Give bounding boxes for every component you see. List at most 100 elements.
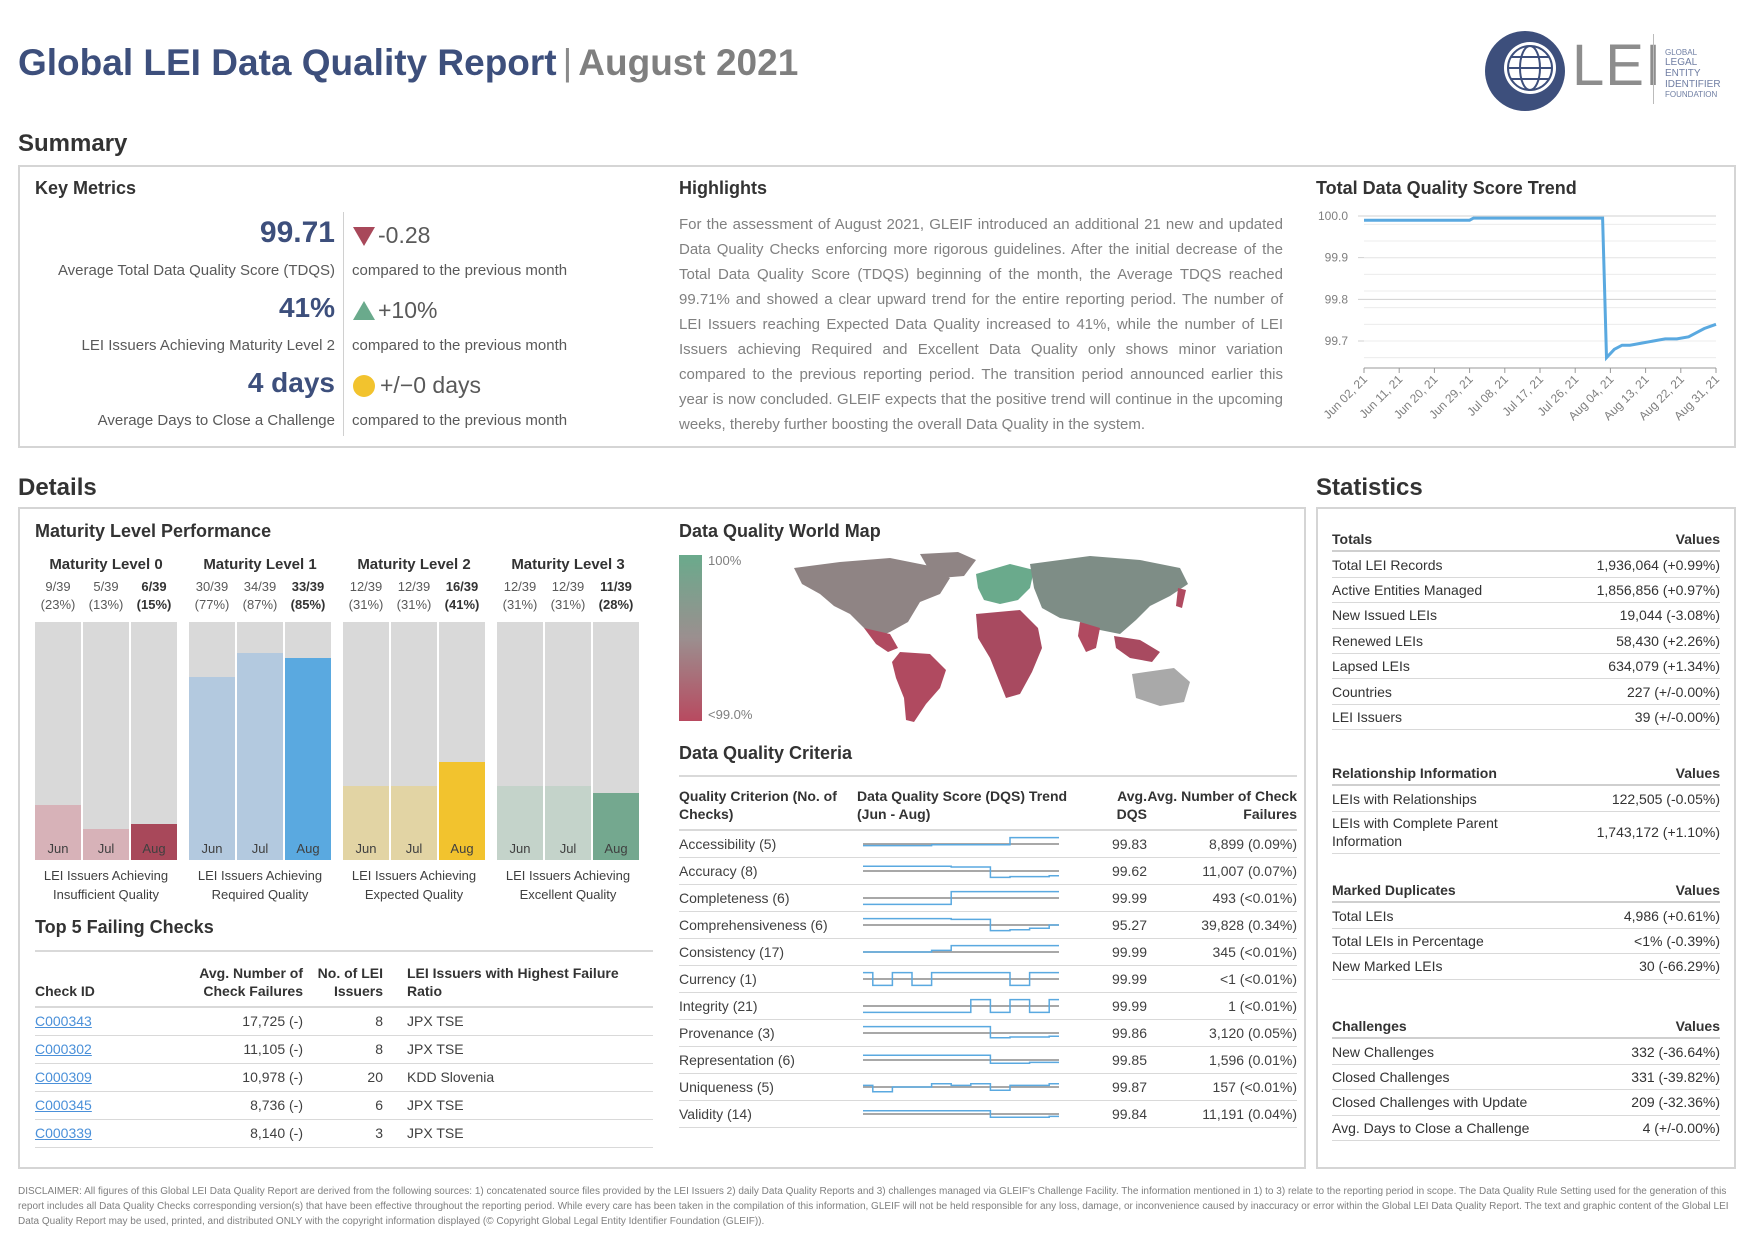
- stats-label: Total LEI Records: [1332, 556, 1443, 573]
- maturity-bar-fill: [189, 676, 235, 860]
- avg-failures-cell: 8,736 (-): [185, 1091, 303, 1120]
- stats-label: Total LEIs in Percentage: [1332, 932, 1484, 949]
- stats-values-label: Values: [1675, 764, 1720, 781]
- maturity-fraction: 33/39 (85%): [285, 578, 331, 614]
- check-id-link[interactable]: C000345: [35, 1097, 92, 1113]
- stats-group-title: Marked Duplicates: [1332, 881, 1456, 898]
- criteria-row: Validity (14) 99.84 11,191 (0.04%): [679, 1100, 1297, 1128]
- avg-failures-cell: 11,105 (-): [185, 1035, 303, 1064]
- logo-line: LEGAL: [1665, 57, 1698, 68]
- days-label: Average Days to Close a Challenge: [97, 412, 335, 429]
- maturity-delta-value: +10%: [378, 297, 438, 323]
- maturity-month-label: Jun: [201, 841, 223, 856]
- dqs-sparkline: [863, 1082, 1059, 1093]
- summary-panel: [18, 165, 1736, 448]
- maturity-bar-fill: [131, 824, 177, 860]
- stats-label: New Marked LEIs: [1332, 958, 1443, 975]
- maturity-month-label: Aug: [142, 841, 166, 856]
- avg-dqs-cell: 99.84: [1089, 1100, 1147, 1128]
- maturity-fraction-pct: (31%): [550, 597, 586, 612]
- caption-line: LEI Issuers Achieving: [43, 868, 169, 883]
- down-triangle-icon: [353, 226, 375, 246]
- maturity-month-label: Aug: [604, 841, 628, 856]
- maturity-level-caption: LEI Issuers Achieving Insufficient Qualit…: [35, 866, 177, 904]
- criterion-name-cell: Representation (6): [679, 1046, 857, 1074]
- map-north-america: [794, 558, 950, 638]
- num-issuers-cell: 8: [303, 1007, 383, 1036]
- maturity-fraction: 5/39 (13%): [83, 578, 129, 614]
- stats-label: New Challenges: [1332, 1043, 1434, 1060]
- stats-value: 39 (+/-0.00%): [1634, 708, 1720, 725]
- check-id-link[interactable]: C000343: [35, 1013, 92, 1030]
- maturity-fraction-count: 12/39: [397, 579, 431, 594]
- stats-row: New Marked LEIs 30 (-66.29%): [1332, 954, 1720, 980]
- maturity-fraction: 11/39 (28%): [593, 578, 639, 614]
- check-id-link[interactable]: C000302: [35, 1041, 92, 1057]
- circle-icon: [353, 374, 375, 397]
- caption-line: LEI Issuers Achieving: [197, 868, 323, 883]
- stats-value: 1,936,064 (+0.99%): [1596, 556, 1720, 573]
- logo-line: IDENTIFIER: [1665, 79, 1721, 90]
- maturity-compare: compared to the previous month: [352, 337, 568, 354]
- stats-row: Avg. Days to Close a Challenge 4 (+/-0.00…: [1332, 1116, 1720, 1141]
- maturity-fraction-count: 12/39: [349, 579, 383, 594]
- criteria-row: Representation (6) 99.85 1,596 (0.01%): [679, 1046, 1297, 1074]
- statistics-heading: Statistics: [1316, 474, 1423, 501]
- caption-line: Excellent Quality: [519, 887, 617, 902]
- sparkline-series: [863, 864, 1059, 878]
- stats-value: 1,743,172 (+1.10%): [1596, 824, 1720, 841]
- dqs-trend-cell: [857, 1019, 1089, 1047]
- dqs-sparkline: [863, 890, 1059, 905]
- caption-line: Required Quality: [211, 887, 309, 902]
- check-id-link[interactable]: C000309: [35, 1069, 92, 1085]
- days-value: 4 days: [247, 367, 335, 398]
- maturity-fraction: 30/39 (77%): [189, 578, 235, 614]
- dqs-trend-cell: [857, 992, 1089, 1020]
- tdqs-delta: -0.28: [352, 222, 430, 249]
- highest-ratio-cell: JPX TSE: [383, 1119, 653, 1148]
- stats-value: <1% (-0.39%): [1634, 932, 1720, 949]
- maturity-fraction: 9/39 (23%): [35, 578, 81, 614]
- maturity-bar-fill: [545, 786, 591, 860]
- maturity-delta: +10%: [352, 297, 437, 324]
- y-tick-label: 99.7: [1325, 334, 1349, 348]
- up-triangle-icon: [353, 300, 375, 320]
- criteria-header-row: Quality Criterion (No. of Checks) Data Q…: [679, 776, 1297, 830]
- check-failures-cell: 1 (<0.01%): [1147, 992, 1297, 1020]
- dqs-sparkline: [863, 1109, 1059, 1118]
- maturity-fraction: 34/39 (87%): [237, 578, 283, 614]
- y-tick-label: 99.9: [1325, 251, 1349, 265]
- criteria-row: Consistency (17) 99.99 345 (<0.01%): [679, 938, 1297, 966]
- stats-label: Lapsed LEIs: [1332, 658, 1410, 675]
- failing-check-row: C000309 10,978 (-) 20 KDD Slovenia: [35, 1063, 653, 1092]
- maturity-fraction-count: 5/39: [93, 579, 119, 594]
- maturity-bar-fill: [497, 786, 543, 860]
- check-failures-cell: 1,596 (0.01%): [1147, 1046, 1297, 1074]
- map-australia: [1132, 668, 1190, 706]
- check-id-link[interactable]: C000339: [35, 1125, 92, 1141]
- maturity-bar: Jul: [545, 622, 591, 860]
- maturity-fraction: 12/39 (31%): [391, 578, 437, 614]
- avg-failures-cell: 17,725 (-): [185, 1007, 303, 1036]
- maturity-bar: Aug: [439, 622, 485, 860]
- stats-group: Marked Duplicates Values Total LEIs 4,986 (…: [1332, 878, 1720, 980]
- num-issuers-cell: 20: [303, 1063, 383, 1092]
- criteria-row: Accuracy (8) 99.62 11,007 (0.07%): [679, 857, 1297, 885]
- col-check-id: Check ID: [35, 983, 95, 999]
- maturity-heading: Maturity Level Performance: [35, 521, 272, 541]
- y-tick-label: 99.8: [1325, 292, 1349, 306]
- key-metrics-heading: Key Metrics: [35, 178, 137, 198]
- maturity-fraction-count: 11/39: [600, 579, 632, 594]
- stats-group-header: Totals Values: [1332, 527, 1720, 553]
- caption-line: LEI Issuers Achieving: [505, 868, 631, 883]
- tdqs-series-line: [1364, 216, 1717, 362]
- sparkline-series: [863, 1082, 1059, 1093]
- map-legend-high: 100%: [708, 553, 742, 568]
- criterion-name-cell: Accessibility (5): [679, 830, 857, 858]
- dqs-sparkline: [863, 998, 1059, 1013]
- maturity-month-label: Aug: [296, 841, 320, 856]
- stats-row: Total LEI Records 1,936,064 (+0.99%): [1332, 552, 1720, 578]
- stats-row: Closed Challenges with Update 209 (-32.36…: [1332, 1090, 1720, 1116]
- dqs-trend-cell: [857, 938, 1089, 966]
